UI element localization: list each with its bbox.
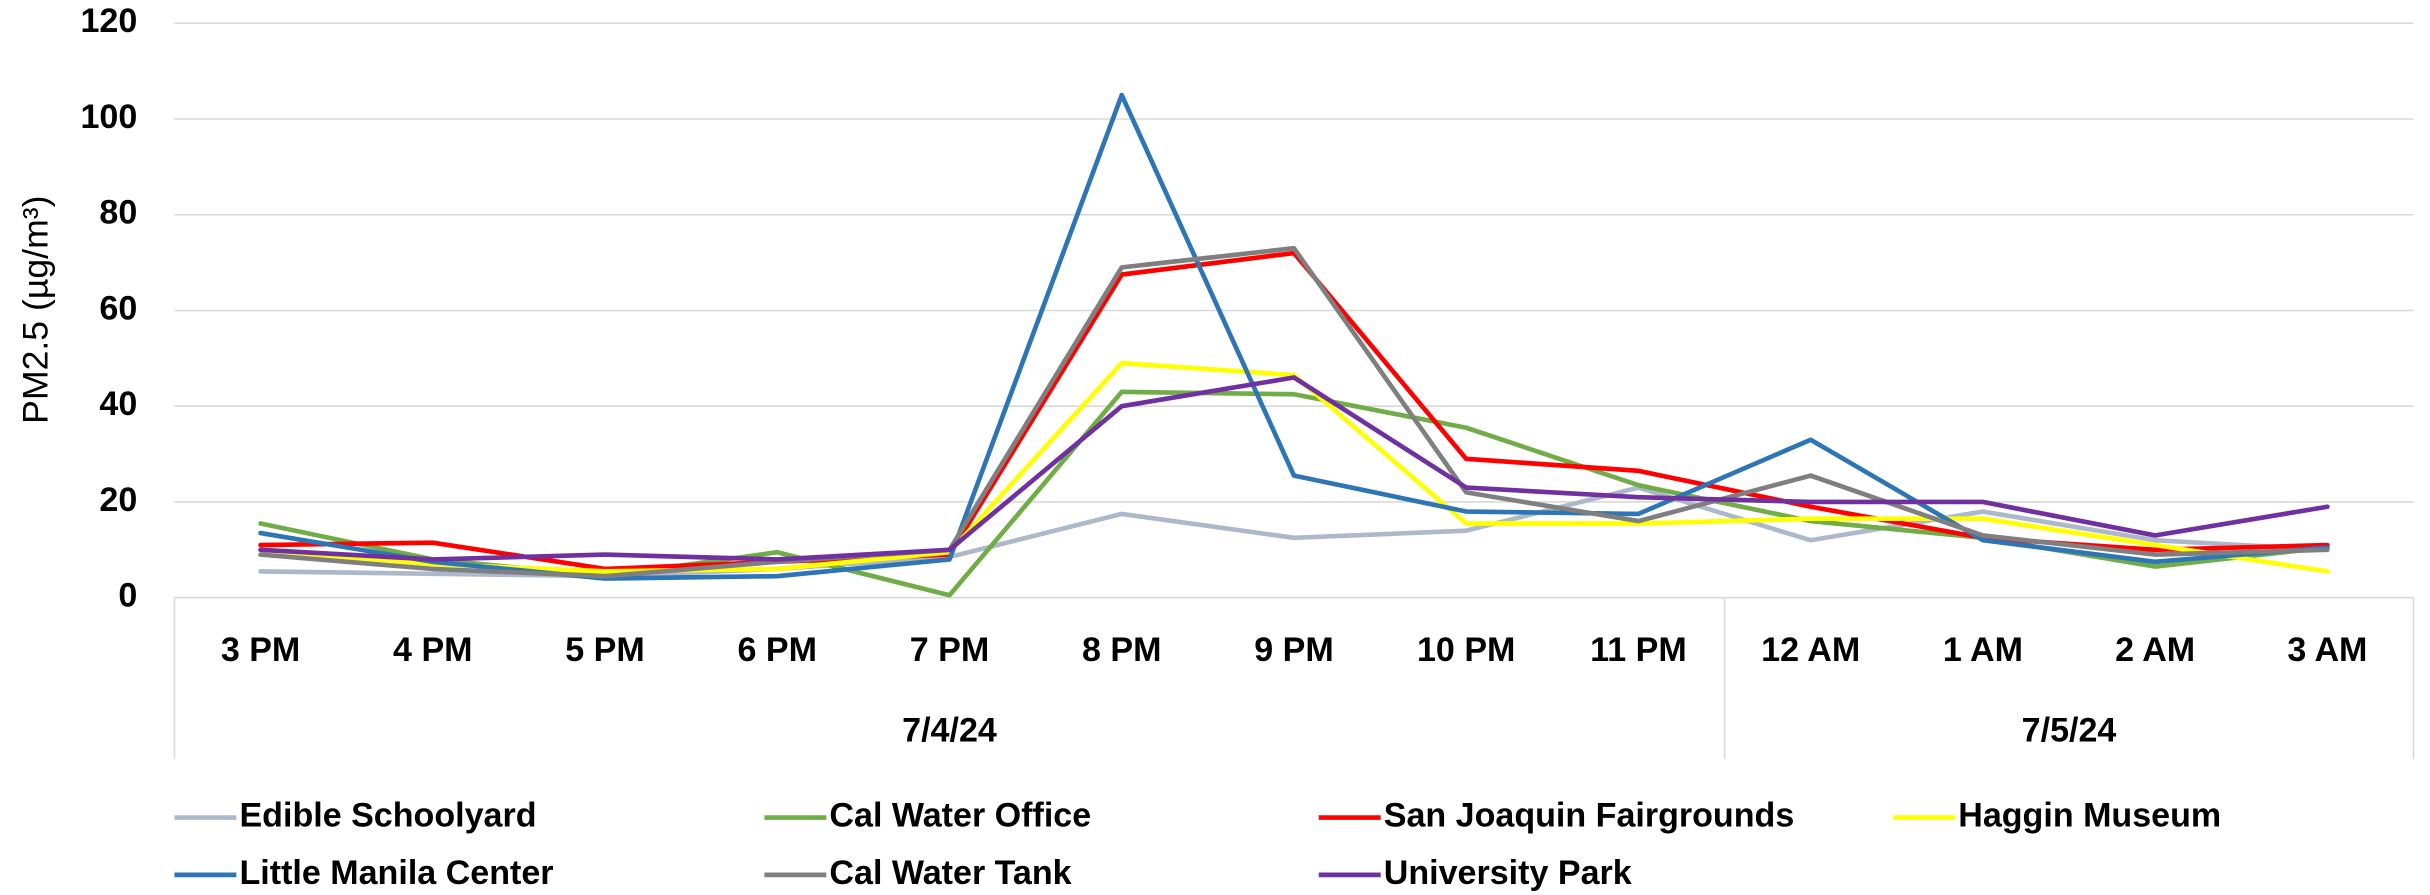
x-tick-label: 12 AM [1761,631,1860,669]
series-line [258,360,2330,574]
x-tick-label: 3 AM [2287,631,2367,669]
legend-label: Cal Water Tank [829,854,1071,892]
x-tick-label: 9 PM [1254,631,1333,669]
x-group-label: 7/4/24 [902,711,997,749]
series-line [258,92,2330,581]
x-group-label: 7/5/24 [2022,711,2117,749]
x-tick-label: 1 AM [1943,631,2023,669]
x-tick-label: 11 PM [1590,631,1687,669]
y-tick-label: 60 [99,289,137,327]
x-tick-label: 8 PM [1082,631,1161,669]
legend-label: Haggin Museum [1958,797,2221,835]
x-tick-label: 2 AM [2115,631,2195,669]
legend-label: Edible Schoolyard [239,797,536,835]
y-tick-label: 0 [118,577,137,615]
legend-label: San Joaquin Fairgrounds [1384,797,1795,835]
series-line [258,250,2330,572]
y-tick-label: 20 [99,481,137,519]
y-tick-label: 120 [80,2,137,40]
legend-label: University Park [1384,854,1632,892]
series-line [258,245,2330,579]
series-line [258,375,2330,562]
x-tick-label: 3 PM [221,631,300,669]
y-tick-label: 40 [99,385,137,423]
x-tick-label: 10 PM [1417,631,1515,669]
legend-label: Little Manila Center [239,854,553,892]
x-tick-label: 5 PM [565,631,644,669]
x-tick-label: 6 PM [738,631,817,669]
x-tick-label: 4 PM [393,631,472,669]
y-tick-label: 80 [99,194,137,232]
y-tick-label: 100 [80,98,137,136]
y-axis-title: PM2.5 (µg/m³) [16,196,56,424]
x-tick-label: 7 PM [910,631,989,669]
legend-label: Cal Water Office [829,797,1091,835]
